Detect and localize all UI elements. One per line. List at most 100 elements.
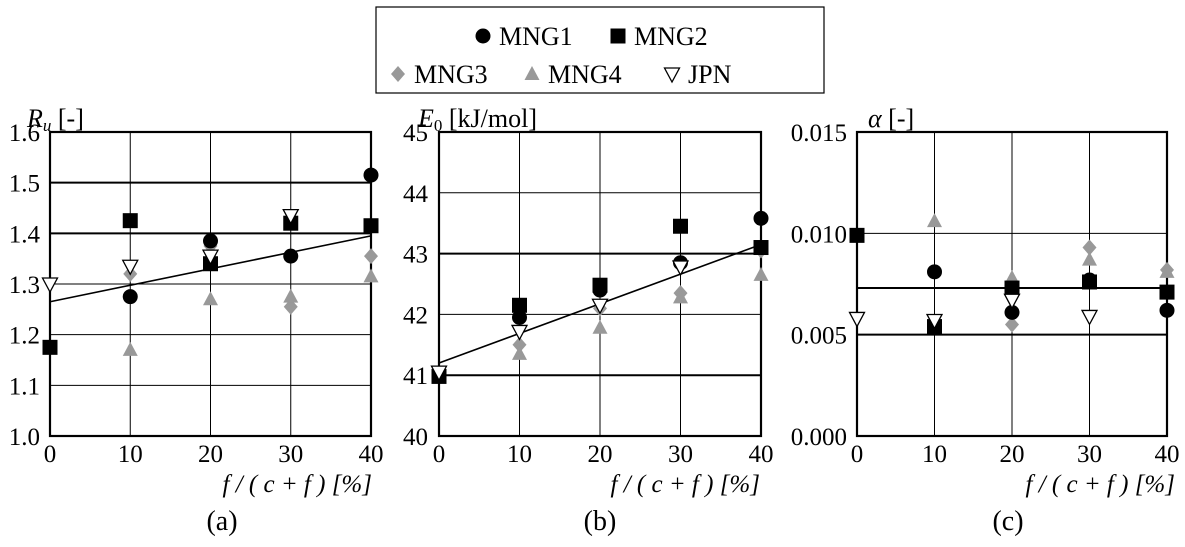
y-axis-symbol: R xyxy=(26,104,43,133)
y-tick-label: 43 xyxy=(403,242,428,269)
data-point-mng1 xyxy=(363,167,379,183)
y-axis-label: α [-] xyxy=(868,104,914,133)
chart-panel-c: 0.000 0.005 0.010 0.015 0 10 20 30 40 α [-] f / ( … xyxy=(791,104,1180,537)
data-point-jpn xyxy=(121,259,139,276)
legend-label-jpn: JPN xyxy=(688,60,732,89)
data-point-mng4 xyxy=(122,341,138,356)
x-tick-label: 30 xyxy=(278,441,303,468)
legend-marker-mng3 xyxy=(391,66,405,82)
panel-label: (a) xyxy=(206,506,237,537)
data-point-mng4 xyxy=(753,266,769,281)
y-axis-unit: [kJ/mol] xyxy=(442,104,537,133)
data-point-jpn xyxy=(591,298,609,315)
data-point-mng2 xyxy=(363,218,379,234)
x-tick-label: 10 xyxy=(507,441,532,468)
x-tick-label: 40 xyxy=(749,441,774,468)
y-tick-label: 1.4 xyxy=(9,221,41,248)
panel-label: (c) xyxy=(992,506,1023,537)
y-tick-label: 42 xyxy=(403,302,428,329)
x-tick-label: 40 xyxy=(1155,441,1180,468)
data-point-mng4 xyxy=(283,288,299,303)
x-tick-label: 10 xyxy=(118,441,143,468)
data-point-jpn xyxy=(201,249,220,266)
legend-marker-mng1 xyxy=(475,28,491,44)
data-point-jpn xyxy=(282,208,300,225)
data-point-jpn xyxy=(1003,293,1021,310)
y-tick-label: 1.0 xyxy=(9,424,40,451)
data-point-mng2 xyxy=(512,297,527,313)
y-axis-unit: [-] xyxy=(51,104,83,133)
data-point-jpn xyxy=(925,313,944,330)
x-axis-label: f / ( c + f ) [%] xyxy=(1026,471,1176,498)
legend: MNG1 MNG2 MNG3 MNG4 JPN xyxy=(375,6,825,94)
data-point-mng4 xyxy=(592,319,608,334)
plot-frame xyxy=(855,130,1169,438)
y-tick-label: 0.000 xyxy=(791,424,847,451)
y-tick-label: 1.6 xyxy=(9,120,40,147)
panel-label: (b) xyxy=(584,506,617,537)
data-point-mng2 xyxy=(1004,280,1020,296)
data-point-mng2 xyxy=(1082,274,1097,290)
y-tick-label: 1.1 xyxy=(9,373,40,400)
data-point-mng3 xyxy=(512,336,527,353)
data-point-mng4 xyxy=(203,291,218,306)
data-point-mng4 xyxy=(1159,263,1175,278)
y-tick-label: 44 xyxy=(403,181,429,208)
data-point-mng1 xyxy=(283,248,299,264)
data-point-mng4 xyxy=(1004,269,1020,284)
x-tick-label: 20 xyxy=(198,441,223,468)
x-tick-label: 20 xyxy=(1000,441,1025,468)
x-tick-label: 40 xyxy=(359,441,384,468)
y-axis-label: E0 [kJ/mol] xyxy=(417,104,537,135)
legend-label-mng4: MNG4 xyxy=(548,60,622,89)
x-tick-label: 0 xyxy=(433,441,446,468)
data-point-mng2 xyxy=(1159,284,1175,300)
y-tick-label: 1.2 xyxy=(9,323,40,350)
data-point-jpn xyxy=(1080,309,1099,326)
data-point-mng3 xyxy=(1005,316,1019,333)
data-point-mng1 xyxy=(1004,304,1020,320)
legend-label-mng2: MNG2 xyxy=(634,22,708,51)
data-point-jpn xyxy=(430,365,448,382)
data-point-jpn xyxy=(41,277,59,294)
y-tick-label: 0.010 xyxy=(791,221,847,248)
x-axis-label: f / ( c + f ) [%] xyxy=(223,471,373,498)
y-tick-label: 0.005 xyxy=(791,323,847,350)
chart-panel-a: 1.0 1.1 1.2 1.3 1.4 1.5 1.6 0 10 20 30 40 Ru [-] f / … xyxy=(9,104,384,537)
data-point-jpn xyxy=(671,260,690,277)
y-tick-label: 1.3 xyxy=(9,272,40,299)
x-tick-label: 30 xyxy=(1077,441,1102,468)
data-point-mng1 xyxy=(1159,302,1175,318)
data-point-mng4 xyxy=(512,345,527,360)
y-tick-label: 1.5 xyxy=(9,171,40,198)
data-point-mng1 xyxy=(927,264,942,280)
data-point-mng2 xyxy=(122,213,138,229)
legend-label-mng3: MNG3 xyxy=(414,60,488,89)
plot-frame xyxy=(437,130,763,438)
x-tick-label: 0 xyxy=(851,441,864,468)
data-point-mng1 xyxy=(753,210,769,226)
y-tick-label: 45 xyxy=(403,120,428,147)
y-tick-label: 40 xyxy=(403,424,428,451)
y-axis-subscript: u xyxy=(43,116,52,135)
data-point-mng1 xyxy=(122,289,138,305)
data-point-mng2 xyxy=(753,240,769,256)
data-point-mng1 xyxy=(512,309,527,325)
legend-label-mng1: MNG1 xyxy=(499,22,573,51)
data-point-mng3 xyxy=(364,248,378,265)
data-point-mng2 xyxy=(673,218,688,234)
y-axis-label: Ru [-] xyxy=(26,104,84,135)
y-tick-label: 0.015 xyxy=(791,120,847,147)
data-point-mng4 xyxy=(927,213,942,228)
data-point-mng4 xyxy=(363,268,379,283)
legend-marker-jpn xyxy=(663,67,681,84)
legend-marker-mng4 xyxy=(524,66,540,80)
data-point-mng2 xyxy=(42,339,58,355)
data-point-jpn xyxy=(848,311,866,328)
data-point-mng2 xyxy=(849,227,865,243)
data-point-mng3 xyxy=(283,298,298,315)
legend-box xyxy=(375,6,825,94)
data-point-mng1 xyxy=(203,233,218,249)
